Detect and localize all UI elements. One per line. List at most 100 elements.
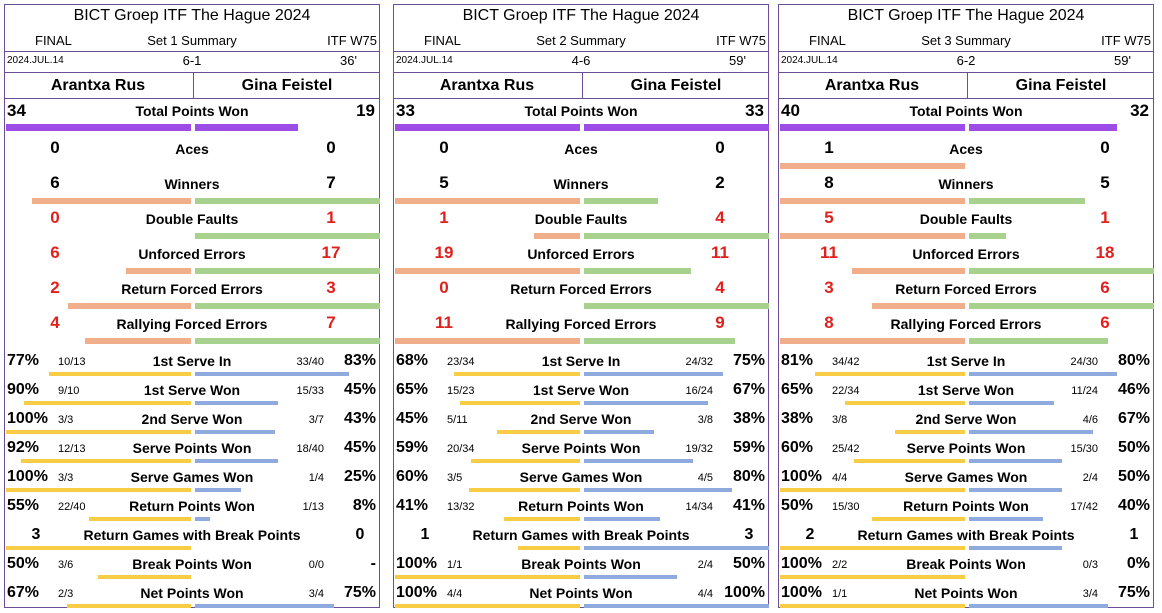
pct-stat-p1-value: 60% bbox=[396, 468, 429, 485]
pct-stat-p2-fraction: 3/8 bbox=[697, 414, 713, 426]
pct-stat-p1-value: 77% bbox=[7, 352, 40, 369]
pct-stat-p2-value: 0% bbox=[1126, 555, 1150, 572]
pct-stat-label: Return Points Won bbox=[129, 498, 255, 514]
pct-stat-p1-value: 100% bbox=[781, 468, 822, 485]
count-stat-p1-value: 0 bbox=[439, 278, 449, 297]
pct-stat-p1-value: 50% bbox=[781, 497, 814, 514]
pct-stat-p1-bar bbox=[780, 575, 965, 579]
pct-stat-p2-value: 1 bbox=[1129, 526, 1139, 543]
pct-stat-p2-fraction: 3/4 bbox=[1082, 588, 1098, 600]
pct-stat-p2-fraction: 4/4 bbox=[697, 588, 713, 600]
count-stat-p1-value: 0 bbox=[50, 208, 60, 227]
pct-stat-label: Serve Points Won bbox=[521, 440, 641, 456]
pct-stat-p2-bar bbox=[969, 430, 1093, 434]
pct-stat-p1-bar bbox=[89, 517, 191, 521]
pct-stat-p1-fraction: 5/11 bbox=[447, 414, 468, 426]
count-stat-row: 4 Rallying Forced Errors 7 bbox=[5, 313, 380, 347]
pct-stat-row: 38% 3/8 2nd Serve Won 4/6 67% bbox=[779, 407, 1153, 435]
pct-stat-label: 1st Serve Won bbox=[143, 382, 241, 398]
pct-stat-p2-value: 38% bbox=[732, 410, 765, 427]
count-stat-p1-value: 5 bbox=[439, 173, 449, 192]
count-stat-p1-value: 5 bbox=[824, 208, 834, 227]
pct-stat-p2-fraction: 3/4 bbox=[308, 588, 324, 600]
pct-stat-p1-bar bbox=[872, 517, 965, 521]
count-stat-p1-value: 8 bbox=[824, 173, 834, 192]
pct-stat-row: 100% 4/4 Net Points Won 4/4 100% bbox=[394, 581, 769, 609]
pct-stat-p1-bar bbox=[395, 604, 580, 608]
count-stat-row: 5 Winners 2 bbox=[394, 173, 768, 207]
pct-stat-row: 100% 4/4 Serve Games Won 2/4 50% bbox=[779, 465, 1153, 493]
count-stat-p1-bar bbox=[780, 338, 965, 344]
count-stat-p2-value: 0 bbox=[1100, 138, 1110, 157]
player-1-name: Arantxa Rus bbox=[439, 77, 535, 94]
count-stat-p2-bar bbox=[584, 233, 769, 239]
pct-stat-p1-fraction: 2/3 bbox=[58, 588, 74, 600]
pct-stat-p1-value: 100% bbox=[396, 555, 437, 572]
pct-stat-p1-fraction: 1/1 bbox=[447, 559, 463, 571]
pct-stat-p1-value: 100% bbox=[781, 584, 822, 601]
set-score: 4-6 bbox=[571, 53, 591, 68]
pct-stat-p2-bar bbox=[584, 488, 732, 492]
count-stat-p1-value: 19 bbox=[434, 243, 454, 262]
count-stat-p1-bar bbox=[534, 233, 580, 239]
count-stat-row: 19 Unforced Errors 11 bbox=[394, 243, 768, 277]
count-stat-p2-value: 11 bbox=[711, 243, 729, 262]
pct-stat-p1-fraction: 22/34 bbox=[832, 385, 860, 397]
set-label: Set 1 Summary bbox=[147, 33, 237, 48]
pct-stat-p1-fraction: 4/4 bbox=[447, 588, 463, 600]
set-panel-1: BICT Groep ITF The Hague 2024 FINAL Set 1 … bbox=[4, 4, 380, 608]
pct-stat-p2-bar bbox=[969, 546, 1062, 550]
pct-stat-p1-value: 90% bbox=[7, 381, 40, 398]
pct-stat-label: Net Points Won bbox=[914, 585, 1018, 601]
pct-stat-label: Serve Games Won bbox=[519, 469, 643, 485]
pct-stat-p1-value: 38% bbox=[781, 410, 814, 427]
count-stat-row: 0 Aces 0 bbox=[5, 138, 379, 172]
pct-stat-p1-value: 100% bbox=[396, 584, 437, 601]
pct-stat-p1-bar bbox=[24, 401, 191, 405]
count-stat-label: Winners bbox=[938, 176, 994, 192]
pct-stat-p1-fraction: 3/8 bbox=[832, 414, 848, 426]
pct-stat-p2-value: 45% bbox=[343, 439, 376, 456]
pct-stat-label: 1st Serve In bbox=[541, 353, 621, 369]
pct-stat-p1-bar bbox=[460, 401, 580, 405]
count-stat-p1-bar bbox=[395, 338, 580, 344]
player-2-name: Gina Feistel bbox=[630, 77, 722, 94]
pct-stat-label: 2nd Serve Won bbox=[915, 411, 1017, 427]
pct-stat-p2-bar bbox=[969, 517, 1043, 521]
pct-stat-p1-fraction: 13/32 bbox=[447, 501, 475, 513]
pct-stat-p2-fraction: 2/4 bbox=[1082, 472, 1098, 484]
count-stat-p2-bar bbox=[584, 338, 735, 344]
pct-stat-row: 1 Return Games with Break Points 3 bbox=[394, 523, 769, 551]
count-stat-label: Aces bbox=[175, 141, 209, 157]
count-stat-p2-bar bbox=[195, 233, 380, 239]
total-points-p1-value: 34 bbox=[7, 101, 26, 120]
pct-stat-label: Break Points Won bbox=[132, 556, 252, 572]
pct-stat-label: Serve Games Won bbox=[130, 469, 254, 485]
player-2-name: Gina Feistel bbox=[241, 77, 333, 94]
total-points-p1-bar bbox=[395, 124, 580, 131]
match-date: 2024.JUL.14 bbox=[396, 55, 453, 66]
pct-stat-p1-value: 60% bbox=[781, 439, 814, 456]
pct-stat-p2-value: 0 bbox=[355, 526, 365, 543]
pct-stat-p2-value: 8% bbox=[352, 497, 376, 514]
count-stat-p1-bar bbox=[32, 198, 191, 204]
total-points-p2-bar bbox=[969, 124, 1117, 131]
pct-stat-p1-value: 67% bbox=[7, 584, 40, 601]
pct-stat-p2-bar bbox=[969, 604, 1108, 608]
count-stat-row: 6 Winners 7 bbox=[5, 173, 380, 207]
count-stat-p1-bar bbox=[395, 268, 580, 274]
pct-stat-p1-bar bbox=[454, 372, 580, 376]
count-stat-row: 0 Return Forced Errors 4 bbox=[394, 278, 769, 312]
total-points-label: Total Points Won bbox=[524, 103, 638, 119]
pct-stat-p1-value: 100% bbox=[7, 468, 48, 485]
count-stat-p1-value: 1 bbox=[824, 138, 834, 157]
pct-stat-p2-bar bbox=[584, 575, 677, 579]
pct-stat-row: 50% 3/6 Break Points Won 0/0 - bbox=[5, 552, 379, 580]
pct-stat-p2-fraction: 11/24 bbox=[1071, 385, 1098, 397]
count-stat-p2-bar bbox=[195, 303, 380, 309]
names-divider-top bbox=[394, 72, 768, 73]
count-stat-label: Double Faults bbox=[145, 211, 239, 227]
pct-stat-p2-value: 41% bbox=[732, 497, 765, 514]
pct-stat-p2-fraction: 24/30 bbox=[1070, 356, 1098, 368]
pct-stat-p1-fraction: 25/42 bbox=[832, 443, 860, 455]
